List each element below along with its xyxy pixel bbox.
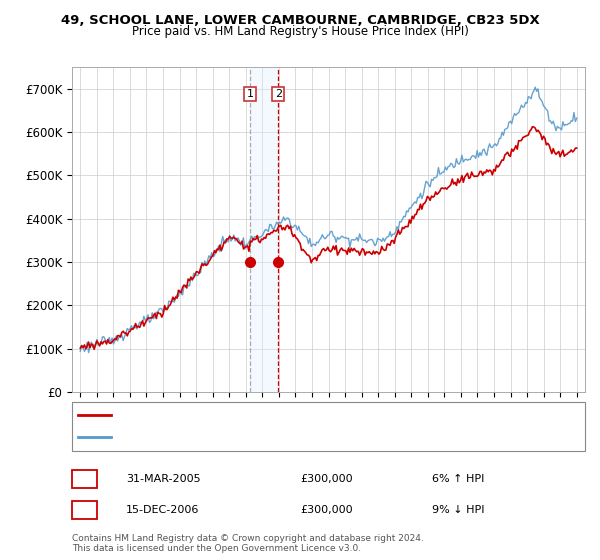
Text: 49, SCHOOL LANE, LOWER CAMBOURNE, CAMBRIDGE, CB23 5DX: 49, SCHOOL LANE, LOWER CAMBOURNE, CAMBRI…	[61, 14, 539, 27]
Text: £300,000: £300,000	[300, 505, 353, 515]
Text: 6% ↑ HPI: 6% ↑ HPI	[432, 474, 484, 484]
Text: 2: 2	[275, 89, 282, 99]
Text: 1: 1	[247, 89, 253, 99]
Text: 49, SCHOOL LANE, LOWER CAMBOURNE, CAMBRIDGE, CB23 5DX (detached house): 49, SCHOOL LANE, LOWER CAMBOURNE, CAMBRI…	[117, 410, 532, 421]
Text: £300,000: £300,000	[300, 474, 353, 484]
Text: Contains HM Land Registry data © Crown copyright and database right 2024.
This d: Contains HM Land Registry data © Crown c…	[72, 534, 424, 553]
Text: 31-MAR-2005: 31-MAR-2005	[126, 474, 200, 484]
Text: HPI: Average price, detached house, South Cambridgeshire: HPI: Average price, detached house, Sout…	[117, 432, 413, 442]
Text: 9% ↓ HPI: 9% ↓ HPI	[432, 505, 485, 515]
Text: 2: 2	[81, 503, 88, 516]
Bar	[250, 67, 278, 392]
Text: 1: 1	[81, 472, 88, 486]
Text: Price paid vs. HM Land Registry's House Price Index (HPI): Price paid vs. HM Land Registry's House …	[131, 25, 469, 38]
Text: 15-DEC-2006: 15-DEC-2006	[126, 505, 199, 515]
